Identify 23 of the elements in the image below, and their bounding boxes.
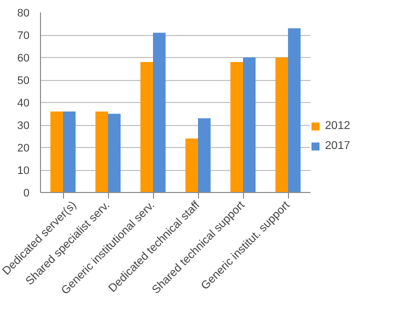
bar — [198, 118, 211, 192]
bar — [140, 62, 153, 192]
bar — [288, 28, 301, 192]
bar — [95, 112, 108, 192]
y-tick-label: 60 — [17, 52, 30, 64]
bar — [50, 112, 63, 192]
bar — [108, 114, 121, 192]
bar — [63, 112, 76, 192]
bar — [185, 138, 198, 192]
y-tick-label: 20 — [17, 142, 30, 154]
bar — [275, 58, 288, 192]
y-tick-label: 0 — [23, 188, 30, 200]
y-tick-label: 50 — [17, 75, 30, 87]
y-tick-label: 70 — [17, 30, 30, 42]
y-tick-label: 30 — [17, 120, 30, 132]
bar — [230, 62, 243, 192]
legend-label: 2017 — [325, 140, 350, 152]
bar — [243, 58, 256, 192]
bar — [153, 32, 166, 192]
y-tick-label: 10 — [17, 165, 30, 177]
y-tick-label: 40 — [17, 98, 30, 110]
y-tick-label: 80 — [17, 8, 30, 20]
legend-label: 2012 — [325, 120, 350, 132]
